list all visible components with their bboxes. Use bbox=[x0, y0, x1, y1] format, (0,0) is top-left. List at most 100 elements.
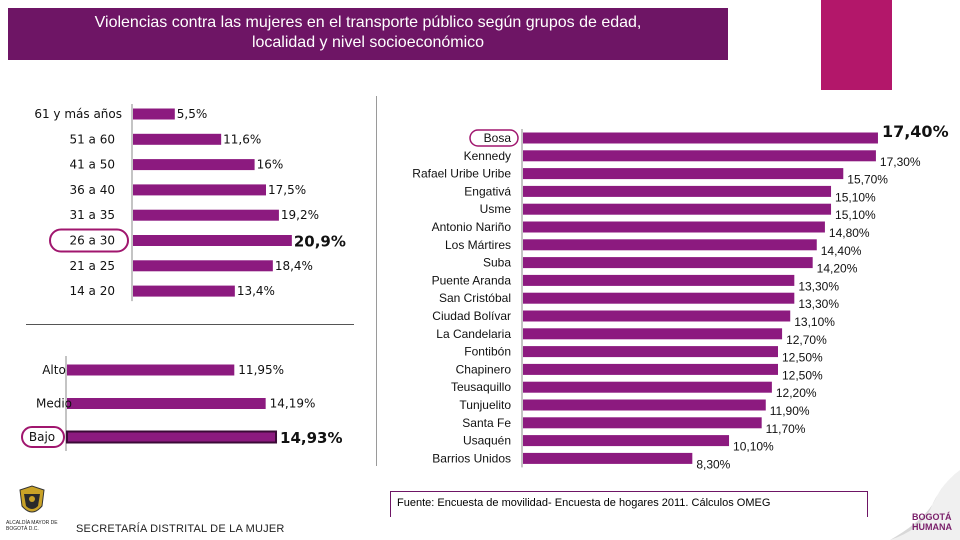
locality-bar-2 bbox=[523, 168, 844, 180]
chart-title: Violencias contra las mujeres en el tran… bbox=[8, 8, 728, 60]
locality-bar-15 bbox=[523, 399, 766, 411]
locality-bar-11 bbox=[523, 328, 783, 340]
locality-value-label-5: 14,80% bbox=[829, 226, 870, 240]
locality-value-label-12: 12,50% bbox=[782, 351, 823, 365]
page-curl-decoration bbox=[890, 470, 960, 540]
locality-value-label-18: 8,30% bbox=[696, 457, 730, 471]
age-bar-7 bbox=[133, 285, 235, 297]
bogota-humana-logo: BOGOTÁ HUMANA bbox=[912, 512, 952, 532]
age-category-label-5: 26 a 30 bbox=[69, 234, 115, 248]
age-value-label-4: 19,2% bbox=[281, 208, 319, 222]
locality-category-label-6: Los Mártires bbox=[445, 238, 511, 252]
locality-value-label-9: 13,30% bbox=[798, 297, 839, 311]
locality-highlight-ring bbox=[469, 129, 519, 147]
locality-bar-14 bbox=[523, 381, 772, 393]
locality-bar-17 bbox=[523, 435, 730, 447]
age-bar-3 bbox=[133, 184, 266, 196]
locality-value-label-4: 15,10% bbox=[835, 208, 876, 222]
level-value-label-2: 14,93% bbox=[280, 429, 342, 447]
age-bar-0 bbox=[133, 108, 175, 120]
locality-category-label-10: Ciudad Bolívar bbox=[432, 309, 511, 323]
locality-value-label-6: 14,40% bbox=[821, 244, 862, 258]
locality-bar-5 bbox=[523, 221, 825, 233]
locality-category-label-0: Bosa bbox=[484, 131, 512, 145]
logo-line-1: BOGOTÁ bbox=[912, 512, 952, 522]
locality-bar-0 bbox=[523, 132, 878, 144]
locality-value-label-3: 15,10% bbox=[835, 190, 876, 204]
decorative-accent-block bbox=[821, 0, 892, 90]
level-bar-1 bbox=[67, 398, 266, 409]
locality-bar-9 bbox=[523, 292, 795, 304]
age-category-label-6: 21 a 25 bbox=[69, 259, 115, 273]
source-text: Fuente: Encuesta de movilidad- Encuesta … bbox=[397, 497, 771, 509]
locality-value-label-1: 17,30% bbox=[880, 155, 921, 169]
locality-category-label-8: Puente Aranda bbox=[432, 273, 512, 287]
level-category-label-2: Bajo bbox=[29, 430, 55, 444]
level-category-label-0: Alto bbox=[42, 363, 66, 377]
locality-value-label-2: 15,70% bbox=[847, 173, 888, 187]
level-bar-0 bbox=[67, 364, 235, 376]
age-category-label-0: 61 y más años bbox=[34, 107, 122, 121]
locality-category-label-4: Usme bbox=[480, 202, 512, 216]
locality-bar-7 bbox=[523, 257, 813, 269]
locality-category-label-9: San Cristóbal bbox=[439, 291, 511, 305]
locality-category-label-18: Barrios Unidos bbox=[432, 451, 511, 465]
locality-value-label-8: 13,30% bbox=[798, 279, 839, 293]
locality-bar-3 bbox=[523, 185, 832, 197]
locality-value-label-11: 12,70% bbox=[786, 333, 827, 347]
age-value-label-3: 17,5% bbox=[268, 183, 306, 197]
locality-category-label-17: Usaquén bbox=[463, 434, 511, 448]
locality-value-label-16: 11,70% bbox=[766, 422, 806, 436]
title-line-2: localidad y nivel socioeconómico bbox=[251, 34, 485, 51]
locality-category-label-7: Suba bbox=[483, 256, 511, 270]
locality-bar-8 bbox=[523, 274, 795, 286]
locality-category-label-16: Santa Fe bbox=[462, 416, 511, 430]
locality-bar-1 bbox=[523, 150, 876, 162]
locality-bar-16 bbox=[523, 417, 762, 429]
age-value-label-2: 16% bbox=[257, 158, 284, 172]
source-note: Fuente: Encuesta de movilidad- Encuesta … bbox=[390, 491, 868, 517]
locality-bar-18 bbox=[523, 452, 693, 464]
age-bar-1 bbox=[133, 133, 222, 145]
age-value-label-1: 11,6% bbox=[223, 132, 261, 146]
locality-category-label-5: Antonio Nariño bbox=[432, 220, 512, 234]
age-bar-4 bbox=[133, 209, 279, 221]
age-category-label-4: 31 a 35 bbox=[69, 208, 115, 222]
locality-value-label-15: 11,90% bbox=[770, 404, 810, 418]
age-value-label-7: 13,4% bbox=[237, 284, 275, 298]
locality-category-label-3: Engativá bbox=[464, 184, 511, 198]
locality-bar-10 bbox=[523, 310, 791, 322]
age-category-label-7: 14 a 20 bbox=[69, 284, 115, 298]
locality-value-label-13: 12,50% bbox=[782, 368, 823, 382]
logo-line-2: HUMANA bbox=[912, 522, 952, 532]
locality-value-label-14: 12,20% bbox=[776, 386, 817, 400]
locality-value-label-10: 13,10% bbox=[794, 315, 835, 329]
locality-value-label-0: 17,40% bbox=[882, 122, 949, 141]
level-highlight-ring bbox=[21, 426, 65, 448]
locality-value-label-7: 14,20% bbox=[817, 262, 858, 276]
locality-bar-13 bbox=[523, 363, 778, 375]
age-value-label-0: 5,5% bbox=[177, 107, 208, 121]
section-divider-vertical bbox=[376, 96, 377, 466]
age-bar-5 bbox=[133, 235, 292, 246]
coat-of-arms-icon bbox=[19, 485, 45, 513]
age-category-label-2: 41 a 50 bbox=[69, 158, 115, 172]
decorative-blank-block bbox=[892, 0, 960, 90]
locality-category-label-13: Chapinero bbox=[456, 362, 512, 376]
level-category-label-1: Medio bbox=[36, 397, 72, 411]
locality-category-label-15: Tunjuelito bbox=[459, 398, 511, 412]
age-bar-2 bbox=[133, 159, 255, 171]
locality-category-label-14: Teusaquillo bbox=[451, 380, 511, 394]
age-value-label-6: 18,4% bbox=[275, 259, 313, 273]
locality-category-label-2: Rafael Uribe Uribe bbox=[412, 167, 511, 181]
level-bar-2 bbox=[66, 430, 278, 444]
locality-category-label-11: La Candelaria bbox=[436, 327, 511, 341]
age-category-label-1: 51 a 60 bbox=[69, 132, 115, 146]
age-highlight-ring bbox=[49, 228, 129, 253]
locality-bar-12 bbox=[523, 346, 778, 358]
locality-value-label-17: 10,10% bbox=[733, 440, 774, 454]
locality-bar-4 bbox=[523, 203, 832, 215]
footer-org-name: SECRETARÍA DISTRITAL DE LA MUJER bbox=[76, 523, 285, 535]
locality-bar-6 bbox=[523, 239, 817, 251]
